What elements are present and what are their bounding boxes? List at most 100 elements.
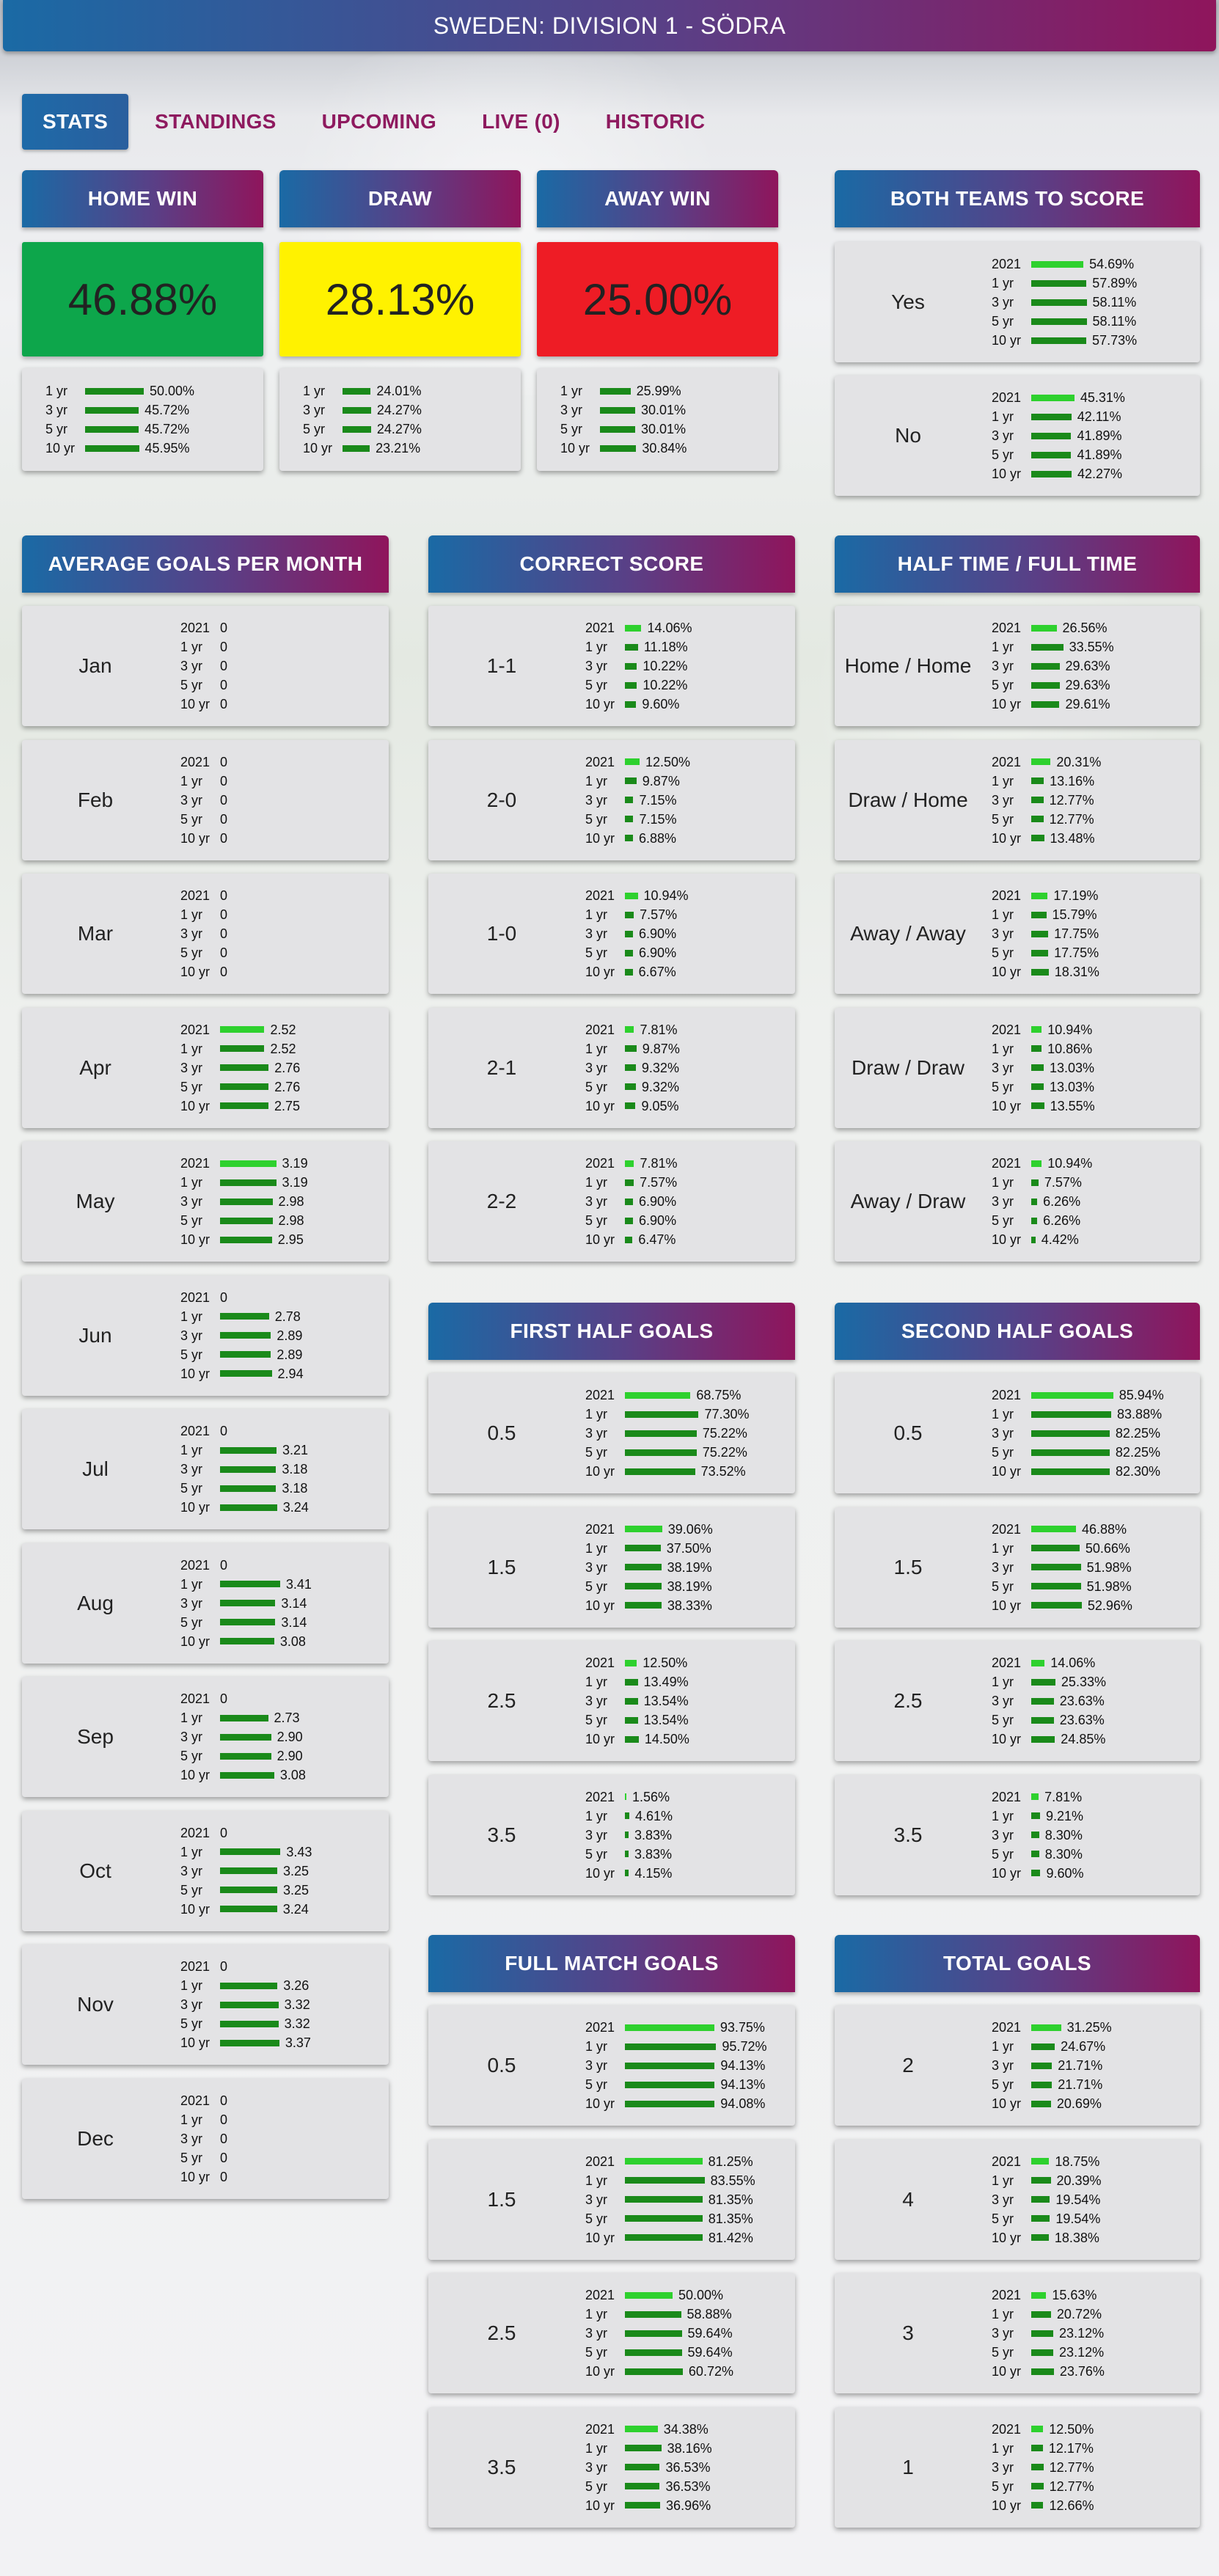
stat-row: 2021 50.00% [585, 2286, 733, 2305]
period-label: 2021 [992, 1156, 1022, 1171]
tab-historic[interactable]: HISTORIC [605, 110, 706, 133]
stat-bar [220, 1619, 276, 1625]
stat-row: 10 yr 4.15% [585, 1864, 673, 1883]
card-label: 1-1 [486, 654, 517, 677]
period-label: 3 yr [303, 403, 326, 417]
stat-row: 10 yr 3.37 [180, 2033, 311, 2052]
stat-rows: 2021 0 1 yr 2.73 3 yr 2.90 5 yr 2.90 10 yr 3.08 [180, 1689, 306, 1785]
period-label: 2021 [992, 257, 1022, 271]
stat-row: 10 yr 45.95% [45, 439, 194, 458]
period-label: 10 yr [585, 1464, 615, 1479]
stat-value: 3.14 [281, 1614, 307, 1630]
stat-row: 10 yr 13.48% [992, 829, 1101, 848]
stat-value: 25.33% [1061, 1675, 1106, 1689]
stat-bar [625, 2100, 715, 2107]
stat-bar [625, 624, 642, 632]
stat-value: 77.30% [704, 1407, 750, 1421]
stat-rows: 2021 0 1 yr 3.43 3 yr 3.25 5 yr 3.25 10 yr 3.24 [180, 1823, 312, 1919]
stat-bar [625, 681, 637, 689]
period-label: 10 yr [180, 2035, 211, 2050]
total-goals-card: 4 2021 18.75% 1 yr 20.39% 3 yr 19.54% 5 yr 19.54… [835, 2139, 1200, 2260]
stat-value: 36.53% [665, 2478, 711, 2494]
period-label: 2021 [992, 1022, 1022, 1037]
stat-value: 81.25% [708, 2154, 753, 2169]
first-half-card: 3.5 2021 1.56% 1 yr 4.61% 3 yr 3.83% 5 yr 3.83% 1… [428, 1774, 795, 1895]
stat-bar [1031, 624, 1057, 632]
correct-score-card: 1-0 2021 10.94% 1 yr 7.57% 3 yr 6.90% 5 yr 6.90%… [428, 874, 795, 994]
stat-row: 3 yr 0 [180, 924, 227, 943]
stat-bar [625, 835, 633, 841]
stat-bar [625, 2483, 660, 2489]
period-label: 10 yr [585, 2498, 615, 2513]
stat-row: 10 yr 38.33% [585, 1596, 713, 1615]
stat-value: 21.71% [1058, 2058, 1103, 2073]
stat-value: 21.71% [1058, 2077, 1103, 2092]
period-label: 10 yr [180, 830, 211, 846]
stat-bar [1031, 1102, 1044, 1109]
stat-bar [1031, 662, 1060, 670]
stat-row: 2021 20.31% [992, 753, 1101, 772]
stat-value: 20.39% [1056, 2173, 1102, 2188]
stat-bar [625, 2158, 703, 2165]
second-half-card: 3.5 2021 7.81% 1 yr 9.21% 3 yr 8.30% 5 yr 8.30% 1… [835, 1774, 1200, 1895]
card-label: 2-0 [486, 788, 517, 811]
stat-value: 42.27% [1077, 466, 1122, 481]
tab-live[interactable]: LIVE (0) [482, 110, 560, 133]
stat-value: 81.35% [708, 2211, 753, 2226]
tab-bar: STATS STANDINGS UPCOMING LIVE (0) HISTOR… [22, 94, 750, 150]
avg-goals-card: Nov 2021 0 1 yr 3.26 3 yr 3.32 5 yr 3.32 10 yr 3.3… [22, 1944, 389, 2065]
stat-bar [600, 406, 636, 414]
stat-value: 13.16% [1050, 773, 1095, 788]
stat-value: 9.60% [1046, 1865, 1084, 1881]
period-label: 5 yr [180, 2016, 203, 2031]
period-label: 10 yr [180, 965, 211, 979]
stat-row: 2021 68.75% [585, 1386, 750, 1405]
stat-value: 12.77% [1049, 811, 1094, 827]
stat-rows: 2021 0 1 yr 0 3 yr 0 5 yr 0 10 yr 0 [180, 618, 227, 714]
stat-row: 2021 85.94% [992, 1386, 1164, 1405]
stat-row: 10 yr 2.94 [180, 1364, 304, 1383]
stat-row: 5 yr 24.27% [303, 420, 422, 439]
stat-row: 3 yr 12.77% [992, 2458, 1094, 2477]
stat-bar [625, 2349, 682, 2356]
second-half-card: 1.5 2021 46.88% 1 yr 50.66% 3 yr 51.98% 5 yr 51.… [835, 1507, 1200, 1628]
period-label: 5 yr [992, 678, 1014, 692]
stat-rows: 2021 12.50% 1 yr 13.49% 3 yr 13.54% 5 yr 13.54%… [585, 1653, 689, 1749]
card-label: 0.5 [893, 1421, 923, 1444]
stat-value: 2.73 [274, 1710, 300, 1725]
tab-stats[interactable]: STATS [22, 94, 129, 150]
stat-value: 81.42% [708, 2230, 753, 2245]
stat-bar [85, 444, 139, 452]
stat-row: 5 yr 21.71% [992, 2075, 1112, 2094]
card-label: Away / Draw [850, 1190, 966, 1212]
stat-value: 24.67% [1061, 2039, 1106, 2054]
stat-row: 3 yr 3.14 [180, 1594, 312, 1613]
avg-goals-card: Sep 2021 0 1 yr 2.73 3 yr 2.90 5 yr 2.90 10 yr 3.0… [22, 1677, 389, 1797]
stat-row: 1 yr 2.52 [180, 1039, 300, 1058]
stat-row: 5 yr 3.32 [180, 2014, 311, 2033]
htft-card: Draw / Draw 2021 10.94% 1 yr 10.86% 3 yr 13.03… [835, 1007, 1200, 1128]
stat-value: 10.86% [1047, 1041, 1093, 1056]
stat-value: 23.21% [376, 441, 421, 455]
stat-value: 45.72% [144, 403, 190, 417]
stat-bar [1031, 318, 1087, 325]
stat-bar [625, 1160, 634, 1167]
tab-standings[interactable]: STANDINGS [155, 110, 277, 133]
stat-row: 1 yr 7.57% [585, 1173, 678, 1192]
tab-upcoming[interactable]: UPCOMING [321, 110, 437, 133]
stat-row: 1 yr 24.67% [992, 2037, 1112, 2056]
stat-row: 2021 12.50% [992, 2420, 1094, 2439]
stat-value: 2.76 [274, 1079, 301, 1094]
stat-row: 2021 54.69% [992, 255, 1137, 274]
stat-row: 5 yr 0 [180, 2148, 227, 2167]
stat-value: 2.52 [270, 1041, 296, 1056]
card-label: 2.5 [487, 1689, 516, 1712]
stat-value: 3.08 [279, 1768, 306, 1782]
card-label: Nov [77, 1993, 114, 2016]
section-title: TOTAL GOALS [835, 1935, 1200, 1992]
stat-row: 5 yr 58.11% [992, 312, 1137, 331]
stat-row: 10 yr 9.05% [585, 1097, 680, 1116]
stat-row: 5 yr 81.35% [585, 2209, 755, 2228]
period-label: 3 yr [992, 2459, 1014, 2475]
avg-goals-card: Feb 2021 0 1 yr 0 3 yr 0 5 yr 0 10 yr 0 [22, 739, 389, 860]
